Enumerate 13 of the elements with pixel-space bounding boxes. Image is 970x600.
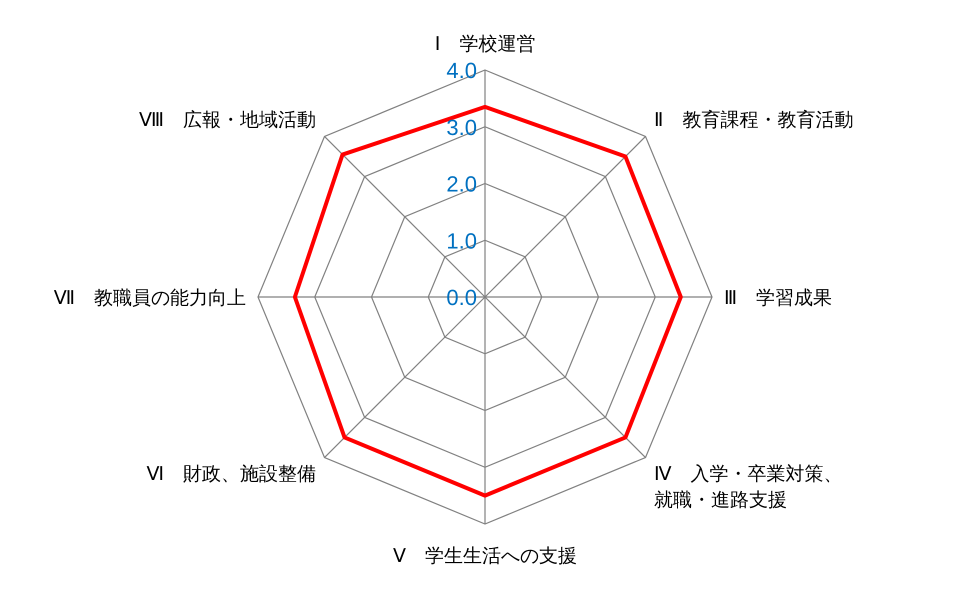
spoke-label: Ⅳ 入学・卒業対策、就職・進路支援 [654,463,843,511]
y-tick-label: 1.0 [446,228,477,254]
y-tick-label: 0.0 [446,285,477,310]
spoke-label: Ⅷ 広報・地域活動 [138,109,316,131]
y-tick-label: 3.0 [446,114,477,140]
spoke-label: Ⅰ 学校運営 [434,33,536,55]
spoke-label: Ⅵ 財政、施設整備 [146,463,316,485]
spoke-label: Ⅲ 学習成果 [724,287,832,309]
y-tick-label: 4.0 [446,58,477,83]
y-tick-label: 2.0 [446,172,477,196]
spoke-label: Ⅱ 教育課程・教育活動 [654,109,854,131]
spoke-label: Ⅴ 学生生活への支援 [393,545,577,567]
spoke-label: Ⅶ 教職員の能力向上 [54,287,246,309]
